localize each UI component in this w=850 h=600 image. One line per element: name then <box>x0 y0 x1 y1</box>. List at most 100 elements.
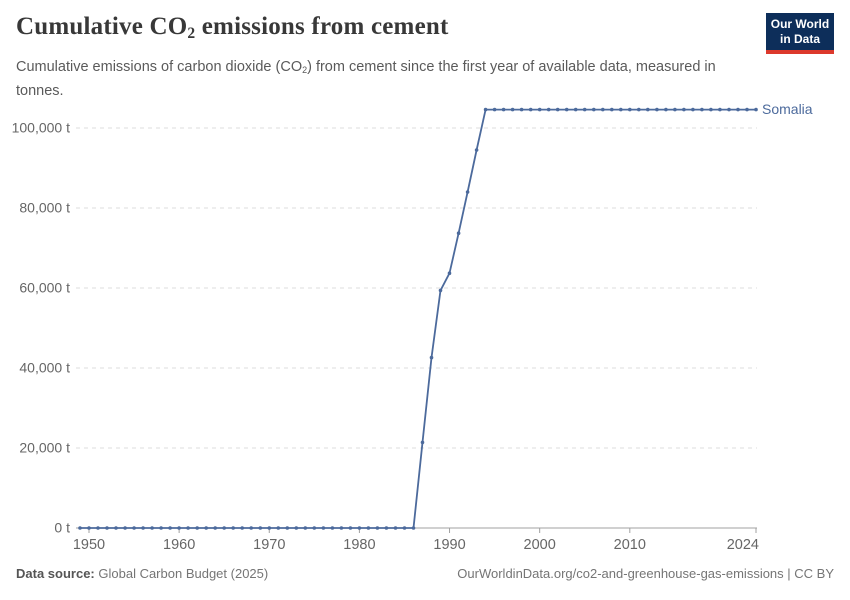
owid-logo[interactable]: Our World in Data <box>766 13 834 54</box>
data-point-marker <box>646 107 650 112</box>
x-axis-label: 1950 <box>73 537 105 553</box>
data-point-marker <box>240 526 244 530</box>
data-point-marker <box>249 526 253 530</box>
data-point-marker <box>402 526 407 530</box>
data-point-marker <box>447 271 452 276</box>
data-point-marker <box>429 355 434 360</box>
x-axis-label: 1990 <box>433 537 465 553</box>
data-point-marker <box>168 526 172 530</box>
data-point-marker <box>159 526 163 530</box>
x-axis-label: 2024 <box>727 537 759 553</box>
data-point-marker <box>537 107 542 112</box>
data-point-marker <box>691 107 695 112</box>
data-point-marker <box>222 526 226 530</box>
data-point-marker <box>213 526 217 530</box>
data-point-marker <box>501 107 506 112</box>
y-axis-label: 40,000 t <box>19 360 70 376</box>
credit-link[interactable]: OurWorldinData.org/co2-and-greenhouse-ga… <box>457 566 834 581</box>
x-axis-label: 1960 <box>163 537 195 553</box>
data-point-marker <box>673 107 677 112</box>
data-point-marker <box>519 107 524 112</box>
logo-line-1: Our World <box>770 17 830 31</box>
data-point-marker <box>231 526 235 530</box>
data-point-marker <box>655 107 659 112</box>
data-point-marker <box>312 526 317 530</box>
data-point-marker <box>411 526 416 530</box>
data-point-marker <box>393 526 398 530</box>
data-point-marker <box>78 526 82 530</box>
data-point-marker <box>456 231 461 235</box>
data-point-marker <box>619 107 623 112</box>
data-point-marker <box>285 526 290 530</box>
x-axis-label: 1980 <box>343 537 375 553</box>
data-point-marker <box>601 107 605 112</box>
data-source-note: Data source: Global Carbon Budget (2025) <box>16 566 269 581</box>
y-axis-label: 60,000 t <box>19 280 70 296</box>
data-point-marker <box>150 526 154 530</box>
data-point-marker <box>366 526 371 530</box>
data-point-marker <box>592 107 596 112</box>
data-point-marker <box>384 526 389 530</box>
chart-title: Cumulative CO2 emissions from cement <box>16 13 449 42</box>
data-point-marker <box>186 526 190 530</box>
data-point-marker <box>123 526 127 530</box>
data-point-marker <box>96 526 100 530</box>
y-axis-label: 0 t <box>54 520 70 536</box>
data-point-marker <box>564 107 569 112</box>
data-point-marker <box>438 288 443 293</box>
data-point-marker <box>357 526 362 530</box>
y-axis-label: 100,000 t <box>12 120 70 136</box>
series-label: Somalia <box>762 101 813 117</box>
data-point-marker <box>375 526 380 530</box>
data-point-marker <box>114 526 118 530</box>
data-point-marker <box>745 107 749 112</box>
data-point-marker <box>664 107 668 112</box>
chart-subtitle: Cumulative emissions of carbon dioxide (… <box>16 58 716 100</box>
data-point-marker <box>610 107 614 112</box>
x-axis-label: 2000 <box>524 537 556 553</box>
chart-header: Cumulative CO2 emissions from cement Cum… <box>16 12 834 102</box>
data-point-marker <box>330 526 335 530</box>
data-point-marker <box>177 526 181 530</box>
data-point-marker <box>528 107 533 112</box>
data-point-marker <box>700 107 704 112</box>
data-point-marker <box>754 107 758 112</box>
chart-footer: Data source: Global Carbon Budget (2025)… <box>16 566 834 581</box>
logo-line-2: in Data <box>779 32 820 46</box>
data-point-marker <box>709 107 713 112</box>
data-point-marker <box>132 526 136 530</box>
data-point-marker <box>510 107 515 112</box>
data-point-marker <box>267 526 272 530</box>
data-point-marker <box>276 526 281 530</box>
data-point-marker <box>727 107 731 112</box>
data-point-marker <box>474 148 479 152</box>
y-axis-label: 80,000 t <box>19 200 70 216</box>
data-point-marker <box>465 190 470 194</box>
data-point-marker <box>141 526 145 530</box>
data-point-marker <box>555 107 560 112</box>
data-point-marker <box>258 526 263 530</box>
data-point-marker <box>736 107 740 112</box>
data-point-marker <box>718 107 722 112</box>
data-point-marker <box>303 526 308 530</box>
data-point-marker <box>420 440 425 445</box>
data-point-marker <box>204 526 208 530</box>
data-point-marker <box>483 107 488 112</box>
data-point-marker <box>682 107 686 112</box>
data-point-marker <box>195 526 199 530</box>
data-point-marker <box>573 107 578 112</box>
data-point-marker <box>546 107 551 112</box>
data-point-marker <box>105 526 109 530</box>
data-point-marker <box>637 107 641 112</box>
x-axis-label: 2010 <box>614 537 646 553</box>
series-line <box>79 108 757 529</box>
data-point-marker <box>582 107 587 112</box>
data-point-marker <box>294 526 299 530</box>
data-point-marker <box>87 526 91 530</box>
y-axis-label: 20,000 t <box>19 440 70 456</box>
x-axis-label: 1970 <box>253 537 285 553</box>
data-point-marker <box>339 526 344 530</box>
data-point-marker <box>492 107 497 112</box>
